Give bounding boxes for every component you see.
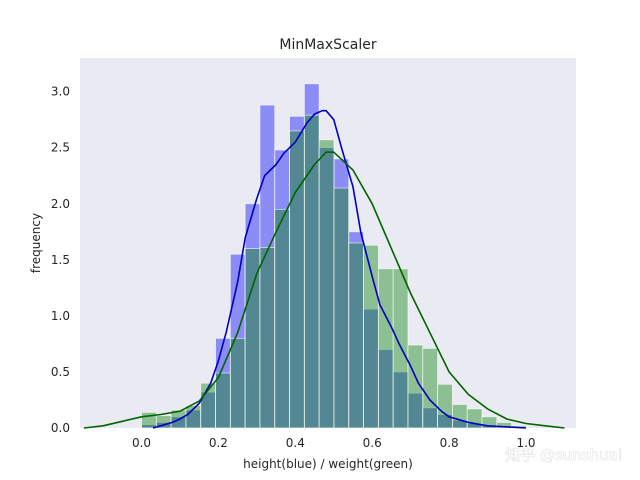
weight-bar-14	[348, 242, 364, 429]
x-tick-label: 0.8	[440, 436, 459, 450]
plot-area	[80, 58, 576, 428]
weight-bar-6	[229, 337, 246, 429]
y-tick-label: 1.5	[51, 253, 70, 267]
x-tick-label: 0.4	[286, 436, 305, 450]
x-tick-label: 1.0	[516, 436, 535, 450]
chart-title: MinMaxScaler	[279, 37, 376, 53]
weight-bar-8	[259, 247, 276, 429]
weight-bar-20	[437, 383, 453, 429]
y-axis-ticks: 0.0 0.5 1.0 1.5 2.0 2.5 3.0	[51, 85, 70, 435]
watermark: 知乎 @sunshuai	[505, 446, 622, 464]
y-tick-label: 0.0	[51, 421, 70, 435]
weight-bar-5	[215, 372, 231, 429]
x-axis-ticks: 0.0 0.2 0.4 0.6 0.8 1.0	[132, 436, 536, 450]
weight-kde-line	[83, 151, 565, 429]
y-axis-label: frequency	[29, 213, 43, 273]
weight-bar-12	[318, 139, 335, 429]
height-kde-line	[152, 109, 527, 429]
x-tick-label: 0.0	[132, 436, 151, 450]
x-tick-label: 0.2	[209, 436, 228, 450]
weight-bar-13	[333, 187, 350, 429]
weight-bar-10	[289, 130, 305, 429]
y-tick-label: 0.5	[51, 365, 70, 379]
weight-bar-16	[377, 268, 394, 429]
y-tick-label: 2.5	[51, 141, 70, 155]
y-tick-label: 3.0	[51, 85, 70, 99]
kde-layer	[83, 109, 565, 429]
weight-bar-24	[496, 421, 512, 429]
weight-bar-19	[422, 347, 438, 429]
x-axis-label: height(blue) / weight(green)	[243, 457, 413, 471]
x-tick-label: 0.6	[363, 436, 382, 450]
bars-layer	[141, 83, 527, 429]
y-tick-label: 1.0	[51, 309, 70, 323]
weight-bar-9	[274, 208, 290, 429]
weight-bar-21	[451, 404, 468, 429]
weight-bar-7	[244, 248, 261, 429]
y-tick-label: 2.0	[51, 197, 70, 211]
